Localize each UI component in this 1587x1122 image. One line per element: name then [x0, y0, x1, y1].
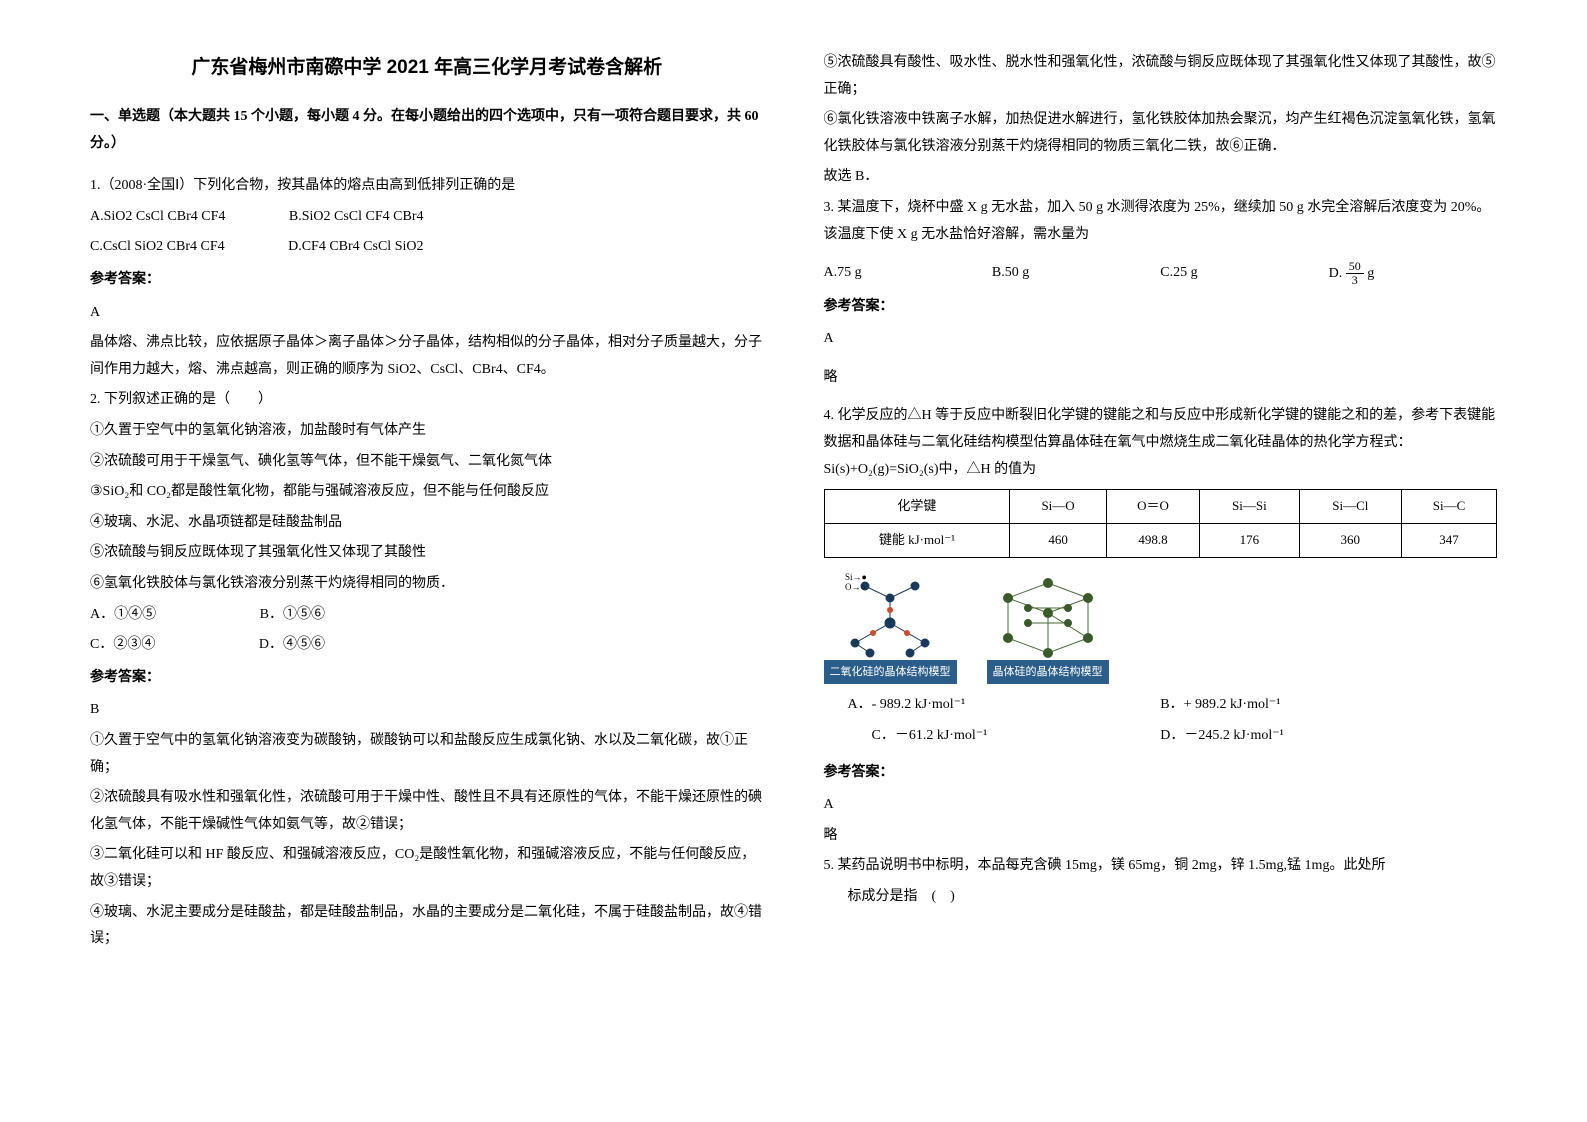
frac-num: 50: [1346, 260, 1364, 274]
q1-explanation: 晶体熔、沸点比较，应依据原子晶体＞离子晶体＞分子晶体，结构相似的分子晶体，相对分…: [90, 330, 764, 383]
q4-answer-label: 参考答案：: [824, 760, 1498, 787]
q2-options-row2: C．②③④ D．④⑤⑥: [90, 632, 764, 659]
q4-options: A．- 989.2 kJ·mol⁻¹ B．+ 989.2 kJ·mol⁻¹ C．…: [824, 692, 1498, 753]
q2-item-1: ①久置于空气中的氢氧化钠溶液，加盐酸时有气体产生: [90, 418, 764, 445]
th-sio: Si—O: [1010, 490, 1106, 524]
q3-opt-b: B.50 g: [992, 260, 1160, 288]
cell-v2: 498.8: [1106, 523, 1199, 557]
cell-v1: 460: [1010, 523, 1106, 557]
th-sic: Si—C: [1402, 490, 1497, 524]
th-oo: O＝O: [1106, 490, 1199, 524]
q3-opt-d-suffix: g: [1367, 266, 1374, 281]
th-sisi: Si—Si: [1200, 490, 1299, 524]
q2-item-3: ③SiO₂和 CO₂都是酸性氧化物，都能与强碱溶液反应，但不能与任何酸反应: [90, 479, 764, 506]
left-column: 广东省梅州市南磜中学 2021 年高三化学月考试卷含解析 一、单选题（本大题共 …: [90, 50, 764, 1072]
q5-stem: 5. 某药品说明书中标明，本品每克含碘 15mg，镁 65mg，铜 2mg，锌 …: [824, 853, 1498, 880]
q2-opt-c: C．②③④: [90, 632, 155, 659]
q2-stem: 2. 下列叙述正确的是（ ）: [90, 387, 764, 414]
q1-options-row1: A.SiO2 CsCl CBr4 CF4 B.SiO2 CsCl CF4 CBr…: [90, 204, 764, 231]
q2-expl-2: ②浓硫酸具有吸水性和强氧化性，浓硫酸可用于干燥中性、酸性且不具有还原性的气体，不…: [90, 785, 764, 838]
q2-opt-d: D．④⑤⑥: [259, 632, 325, 659]
q2-expl-3: ③二氧化硅可以和 HF 酸反应、和强碱溶液反应，CO₂是酸性氧化物，和强碱溶液反…: [90, 842, 764, 895]
table-row: 化学键 Si—O O＝O Si—Si Si—Cl Si—C: [824, 490, 1497, 524]
right-column: ⑤浓硫酸具有酸性、吸水性、脱水性和强氧化性，浓硫酸与铜反应既体现了其强氧化性又体…: [824, 50, 1498, 1072]
frac-den: 3: [1346, 274, 1364, 287]
q4-opt-b: B．+ 989.2 kJ·mol⁻¹: [1160, 692, 1497, 719]
q2-opt-a: A．①④⑤: [90, 602, 156, 629]
q2-item-4: ④玻璃、水泥、水晶项链都是硅酸盐制品: [90, 510, 764, 537]
sio2-caption: 二氧化硅的晶体结构模型: [824, 660, 957, 685]
q4-opt-c: C．－61.2 kJ·mol⁻¹: [824, 723, 1161, 750]
q4-explanation: 略: [824, 823, 1498, 850]
q3-answer: A: [824, 326, 1498, 353]
q3-opt-d-prefix: D.: [1329, 266, 1343, 281]
q2-options-row1: A．①④⑤ B．①⑤⑥: [90, 602, 764, 629]
q5-stem-2: 标成分是指 ( ): [824, 884, 1498, 911]
q2-opt-b: B．①⑤⑥: [260, 602, 325, 629]
q2-answer-label: 参考答案：: [90, 665, 764, 692]
q2-item-2: ②浓硫酸可用于干燥氢气、碘化氢等气体，但不能干燥氨气、二氧化氮气体: [90, 449, 764, 476]
structure-diagrams: Si→● O→○ 二氧化硅的晶体结构模型 晶体硅的晶体结构模型: [824, 568, 1498, 685]
fraction-icon: 50 3: [1346, 260, 1364, 287]
si-structure-diagram: 晶体硅的晶体结构模型: [987, 568, 1109, 685]
q3-opt-a: A.75 g: [824, 260, 992, 288]
q3-answer-label: 参考答案：: [824, 294, 1498, 321]
q2-expl-1: ①久置于空气中的氢氧化钠溶液变为碳酸钠，碳酸钠可以和盐酸反应生成氯化钠、水以及二…: [90, 728, 764, 781]
q1-opt-d: D.CF4 CBr4 CsCl SiO2: [288, 234, 423, 261]
q1-opt-a: A.SiO2 CsCl CBr4 CF4: [90, 204, 225, 231]
q1-opt-c: C.CsCl SiO2 CBr4 CF4: [90, 234, 225, 261]
svg-text:O→○: O→○: [845, 582, 866, 592]
q1-answer-label: 参考答案：: [90, 267, 764, 294]
q4-opt-d: D．－245.2 kJ·mol⁻¹: [1160, 723, 1497, 750]
q2-answer: B: [90, 697, 764, 724]
q2-expl-7: 故选 B．: [824, 164, 1498, 191]
q2-item-5: ⑤浓硫酸与铜反应既体现了其强氧化性又体现了其酸性: [90, 540, 764, 567]
cell-v4: 360: [1299, 523, 1401, 557]
table-row: 键能 kJ·mol⁻¹ 460 498.8 176 360 347: [824, 523, 1497, 557]
q3-explanation: 略: [824, 365, 1498, 392]
q4-opt-a: A．- 989.2 kJ·mol⁻¹: [824, 692, 1161, 719]
q1-stem: 1.（2008·全国Ⅰ）下列化合物，按其晶体的熔点由高到低排列正确的是: [90, 173, 764, 200]
q1-opt-b: B.SiO2 CsCl CF4 CBr4: [289, 204, 424, 231]
q3-opt-c: C.25 g: [1160, 260, 1328, 288]
q1-options-row2: C.CsCl SiO2 CBr4 CF4 D.CF4 CBr4 CsCl SiO…: [90, 234, 764, 261]
bond-energy-table: 化学键 Si—O O＝O Si—Si Si—Cl Si—C 键能 kJ·mol⁻…: [824, 489, 1498, 557]
q1-answer: A: [90, 300, 764, 327]
q2-expl-5: ⑤浓硫酸具有酸性、吸水性、脱水性和强氧化性，浓硫酸与铜反应既体现了其强氧化性又体…: [824, 50, 1498, 103]
q3-stem: 3. 某温度下，烧杯中盛 X g 无水盐，加入 50 g 水测得浓度为 25%，…: [824, 195, 1498, 248]
q2-expl-4: ④玻璃、水泥主要成分是硅酸盐，都是硅酸盐制品，水晶的主要成分是二氧化硅，不属于硅…: [90, 900, 764, 953]
row-label: 键能 kJ·mol⁻¹: [824, 523, 1010, 557]
q3-options: A.75 g B.50 g C.25 g D. 50 3 g: [824, 260, 1498, 288]
q3-opt-d: D. 50 3 g: [1329, 260, 1497, 288]
q4-stem: 4. 化学反应的△H 等于反应中断裂旧化学键的键能之和与反应中形成新化学键的键能…: [824, 403, 1498, 483]
th-sicl: Si—Cl: [1299, 490, 1401, 524]
si-lattice-icon: [988, 568, 1108, 658]
th-bond: 化学键: [824, 490, 1010, 524]
sio2-structure-diagram: Si→● O→○ 二氧化硅的晶体结构模型: [824, 568, 957, 685]
section-intro: 一、单选题（本大题共 15 个小题，每小题 4 分。在每小题给出的四个选项中，只…: [90, 104, 764, 157]
document-title: 广东省梅州市南磜中学 2021 年高三化学月考试卷含解析: [90, 50, 764, 86]
si-caption: 晶体硅的晶体结构模型: [987, 660, 1109, 685]
svg-text:Si→●: Si→●: [845, 572, 867, 582]
cell-v3: 176: [1200, 523, 1299, 557]
q2-expl-6: ⑥氯化铁溶液中铁离子水解，加热促进水解进行，氢化铁胶体加热会聚沉，均产生红褐色沉…: [824, 107, 1498, 160]
cell-v5: 347: [1402, 523, 1497, 557]
sio2-lattice-icon: Si→● O→○: [835, 568, 945, 658]
q2-item-6: ⑥氢氧化铁胶体与氯化铁溶液分别蒸干灼烧得相同的物质．: [90, 571, 764, 598]
q4-answer: A: [824, 792, 1498, 819]
